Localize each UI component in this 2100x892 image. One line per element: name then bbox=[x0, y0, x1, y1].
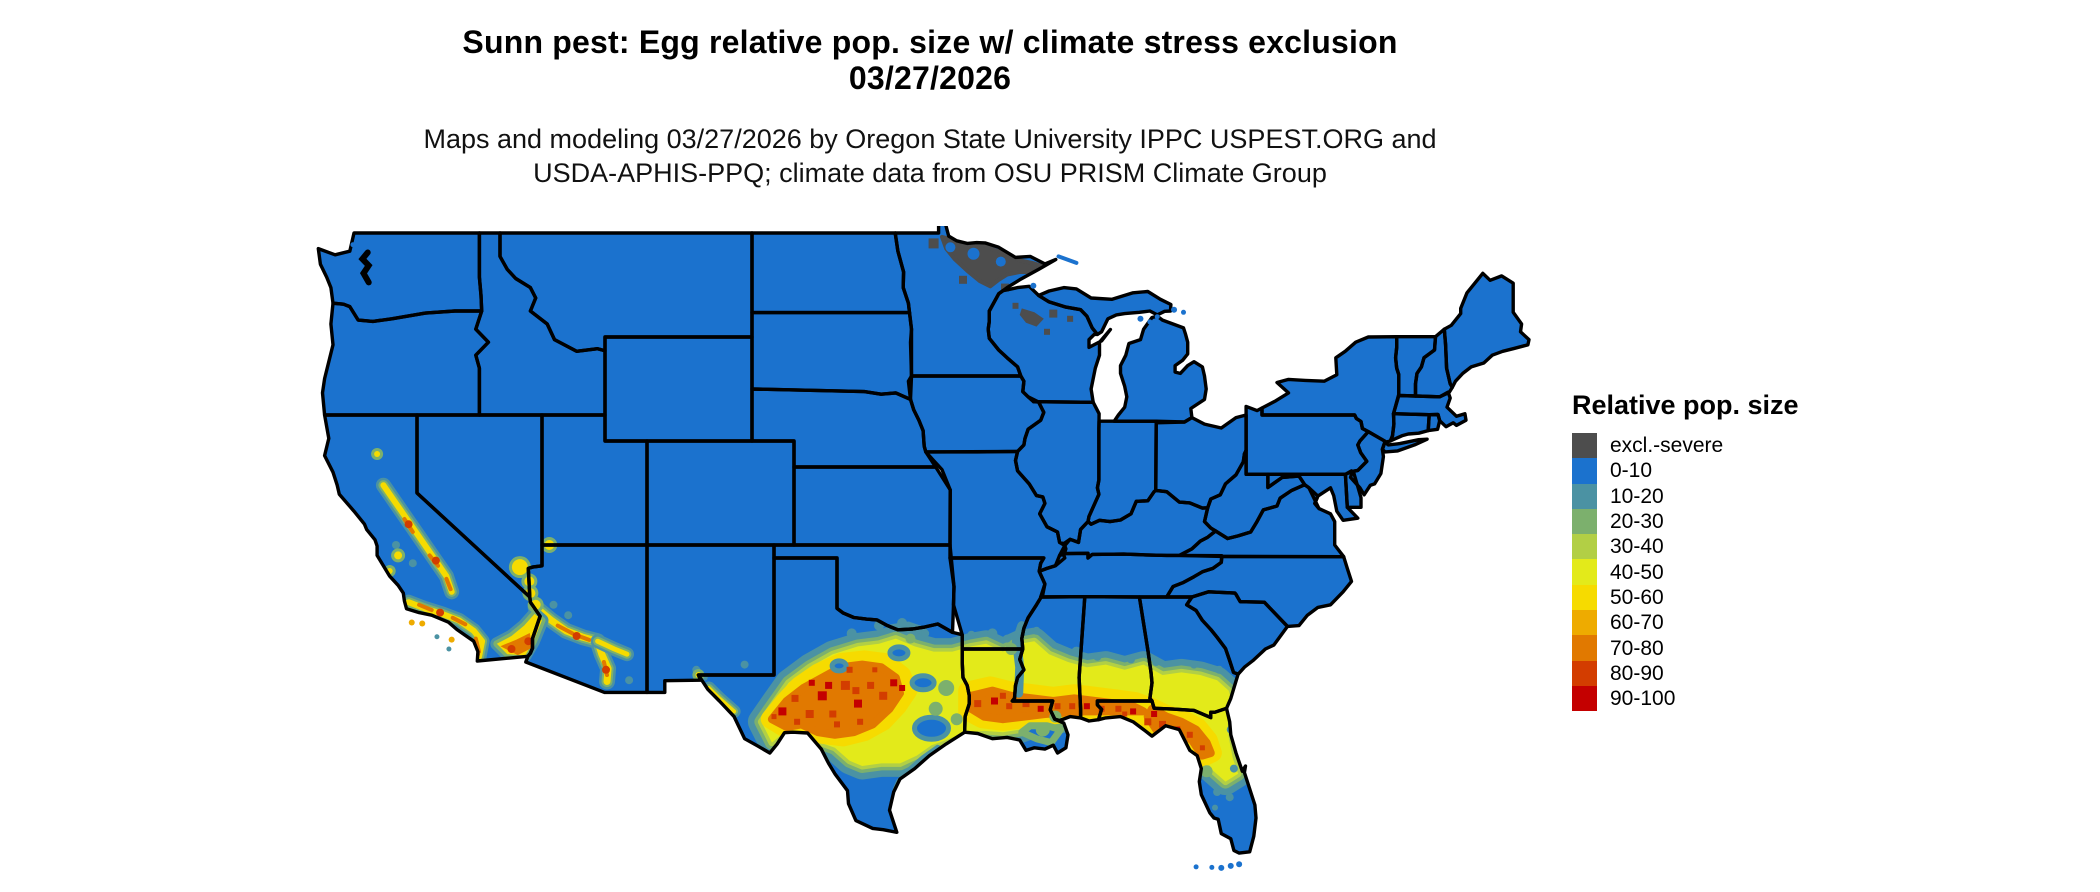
legend-label: 70-80 bbox=[1610, 636, 1664, 660]
state-boundary-me bbox=[1442, 271, 1531, 390]
legend-label: 80-90 bbox=[1610, 661, 1664, 685]
island-dot bbox=[1209, 864, 1215, 870]
island-dot bbox=[1154, 314, 1160, 320]
legend-label: 40-50 bbox=[1610, 560, 1664, 584]
state-boundary-mi bbox=[1112, 314, 1208, 424]
puget-sound bbox=[358, 249, 373, 286]
legend-entry: 0-10 bbox=[1572, 458, 1799, 484]
legend-rows: excl.-severe 0-10 10-20 20-30 30-40 40-50 50-6… bbox=[1572, 433, 1799, 712]
legend-entry: 70-80 bbox=[1572, 635, 1799, 661]
island-dot bbox=[448, 636, 455, 643]
legend-label: 0-10 bbox=[1610, 459, 1653, 483]
island-dot bbox=[446, 646, 452, 652]
legend-label: 50-60 bbox=[1610, 585, 1664, 609]
state-boundary-az bbox=[524, 543, 649, 695]
legend-entry: 10-20 bbox=[1572, 483, 1799, 509]
legend-swatch bbox=[1572, 458, 1597, 484]
island-dot bbox=[1227, 862, 1234, 869]
state-boundary-nc bbox=[1165, 554, 1354, 629]
legend-swatch bbox=[1572, 685, 1597, 712]
legend-entry: 40-50 bbox=[1572, 559, 1799, 585]
legend-label: 30-40 bbox=[1610, 535, 1664, 559]
island-dot bbox=[408, 619, 415, 626]
map-title-date: 03/27/2026 bbox=[848, 60, 1012, 96]
legend-swatch bbox=[1572, 534, 1597, 560]
state-borders bbox=[316, 226, 1531, 855]
islands-layer bbox=[350, 240, 1243, 871]
us-map bbox=[316, 226, 1531, 871]
legend-label: 20-30 bbox=[1610, 510, 1664, 534]
legend-label: 90-100 bbox=[1610, 687, 1676, 711]
state-boundary-md bbox=[1266, 472, 1360, 522]
map-title: Sunn pest: Egg relative pop. size w/ cli… bbox=[300, 24, 1560, 96]
state-boundary-nj bbox=[1348, 429, 1387, 497]
legend-entry: 20-30 bbox=[1572, 508, 1799, 535]
map-caption-line1: Maps and modeling 03/27/2026 by Oregon S… bbox=[423, 124, 1437, 154]
legend-swatch bbox=[1572, 559, 1597, 585]
isle-royale bbox=[1056, 254, 1079, 265]
state-boundary-up bbox=[1036, 285, 1173, 337]
legend-label: excl.-severe bbox=[1610, 434, 1724, 458]
figure-header: Sunn pest: Egg relative pop. size w/ cli… bbox=[300, 24, 1560, 190]
legend-swatch bbox=[1572, 433, 1597, 459]
legend-entry: 60-70 bbox=[1572, 610, 1799, 636]
legend-entry: excl.-severe bbox=[1572, 433, 1799, 459]
island-dot bbox=[350, 242, 356, 248]
map-legend: Relative pop. size excl.-severe 0-10 10-20… bbox=[1572, 390, 1799, 712]
map-caption-line2: USDA-APHIS-PPQ; climate data from OSU PR… bbox=[533, 158, 1327, 188]
state-boundary-fl bbox=[1095, 699, 1258, 855]
legend-entry: 90-100 bbox=[1572, 685, 1799, 712]
legend-swatch bbox=[1572, 508, 1597, 535]
legend-title: Relative pop. size bbox=[1572, 390, 1799, 420]
island-dot bbox=[1147, 319, 1153, 325]
legend-swatch bbox=[1572, 483, 1597, 509]
island-dot bbox=[1137, 315, 1144, 322]
legend-entry: 80-90 bbox=[1572, 660, 1799, 686]
legend-label: 60-70 bbox=[1610, 611, 1664, 635]
legend-swatch bbox=[1572, 610, 1597, 636]
map-title-line1: Sunn pest: Egg relative pop. size w/ cli… bbox=[462, 24, 1398, 60]
island-dot bbox=[434, 634, 440, 640]
exclusion-area-wisconsin bbox=[1019, 308, 1044, 327]
legend-swatch bbox=[1572, 584, 1597, 611]
legend-entry: 50-60 bbox=[1572, 584, 1799, 611]
island-dot bbox=[1181, 309, 1186, 315]
legend-label: 10-20 bbox=[1610, 484, 1664, 508]
island-dot bbox=[1171, 306, 1178, 313]
island-dot bbox=[355, 240, 360, 245]
island-dot bbox=[1218, 864, 1225, 871]
island-dot bbox=[1030, 282, 1037, 289]
legend-swatch bbox=[1572, 635, 1597, 661]
legend-swatch bbox=[1572, 660, 1597, 686]
map-caption: Maps and modeling 03/27/2026 by Oregon S… bbox=[300, 122, 1560, 190]
state-boundary-tx bbox=[696, 556, 971, 834]
island-dot bbox=[1193, 864, 1199, 870]
island-dot bbox=[1236, 861, 1243, 868]
legend-entry: 30-40 bbox=[1572, 534, 1799, 560]
island-dot bbox=[419, 620, 426, 627]
